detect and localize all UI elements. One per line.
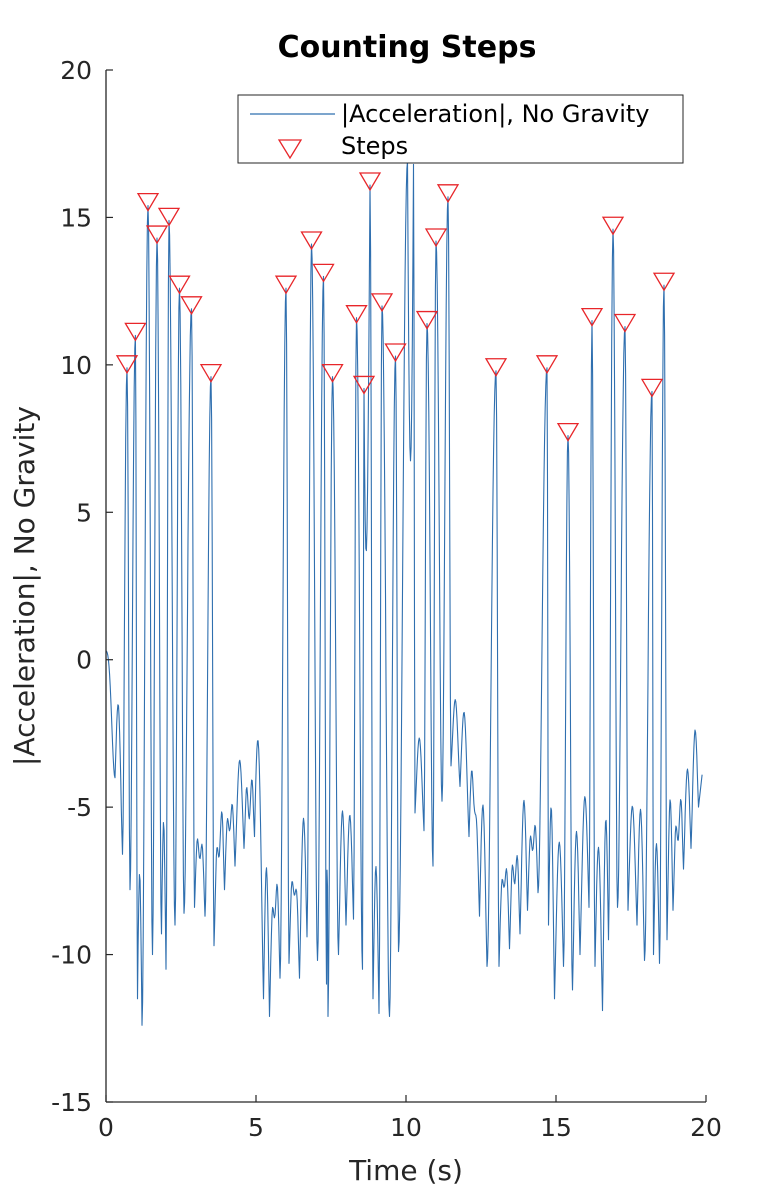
step-marker: [424, 228, 448, 248]
axis-ticks: 0 5 10 15 20 20 15 10 5 0 -5 -10 -15: [51, 56, 722, 1142]
step-marker: [115, 355, 139, 375]
step-marker: [580, 307, 604, 327]
x-tick-label: 5: [248, 1113, 264, 1142]
step-marker: [168, 275, 191, 295]
step-marker: [180, 296, 203, 316]
y-axis-label: |Acceleration|, No Gravity: [8, 406, 41, 766]
legend-box: [237, 94, 684, 164]
step-marker: [358, 172, 382, 192]
step-marker: [370, 293, 394, 313]
step-marker: [652, 272, 676, 292]
step-marker: [300, 231, 323, 251]
legend-entry-acceleration: |Acceleration|, No Gravity: [341, 100, 649, 128]
x-tick-label: 10: [390, 1113, 422, 1142]
x-tick-label: 15: [540, 1113, 572, 1142]
step-marker: [613, 313, 637, 333]
plot-area: [105, 160, 703, 1026]
step-marker: [157, 207, 181, 227]
y-tick-label: 15: [60, 203, 92, 232]
step-marker: [124, 322, 147, 342]
step-marker: [436, 184, 460, 204]
step-marker: [415, 310, 439, 330]
x-tick-label: 20: [690, 1113, 722, 1142]
y-tick-label: -15: [51, 1088, 92, 1117]
y-tick-label: -10: [51, 941, 92, 970]
step-marker: [345, 305, 368, 324]
chart-title: Counting Steps: [278, 30, 537, 65]
step-marker: [136, 192, 160, 212]
y-tick-label: 0: [76, 646, 92, 675]
step-marker: [274, 275, 298, 295]
legend-step-marker-icon: [277, 139, 303, 160]
step-marker: [556, 422, 580, 442]
step-marker: [640, 378, 664, 398]
x-axis-label: Time (s): [348, 1154, 463, 1187]
step-marker: [384, 343, 407, 363]
step-marker: [484, 358, 508, 378]
acceleration-series-line: [105, 160, 703, 1026]
y-tick-label: 20: [60, 56, 92, 85]
step-marker: [352, 375, 376, 395]
step-marker: [321, 364, 344, 383]
step-marker: [601, 216, 625, 236]
step-marker: [145, 225, 169, 245]
step-marker: [535, 355, 559, 375]
x-tick-label: 0: [98, 1113, 114, 1142]
y-tick-label: 5: [76, 498, 92, 527]
y-tick-label: -5: [67, 793, 92, 822]
step-marker: [312, 263, 335, 283]
y-tick-label: 10: [60, 351, 92, 380]
step-marker: [199, 364, 223, 383]
legend: |Acceleration|, No Gravity Steps: [237, 94, 684, 164]
legend-entry-steps: Steps: [341, 132, 408, 160]
